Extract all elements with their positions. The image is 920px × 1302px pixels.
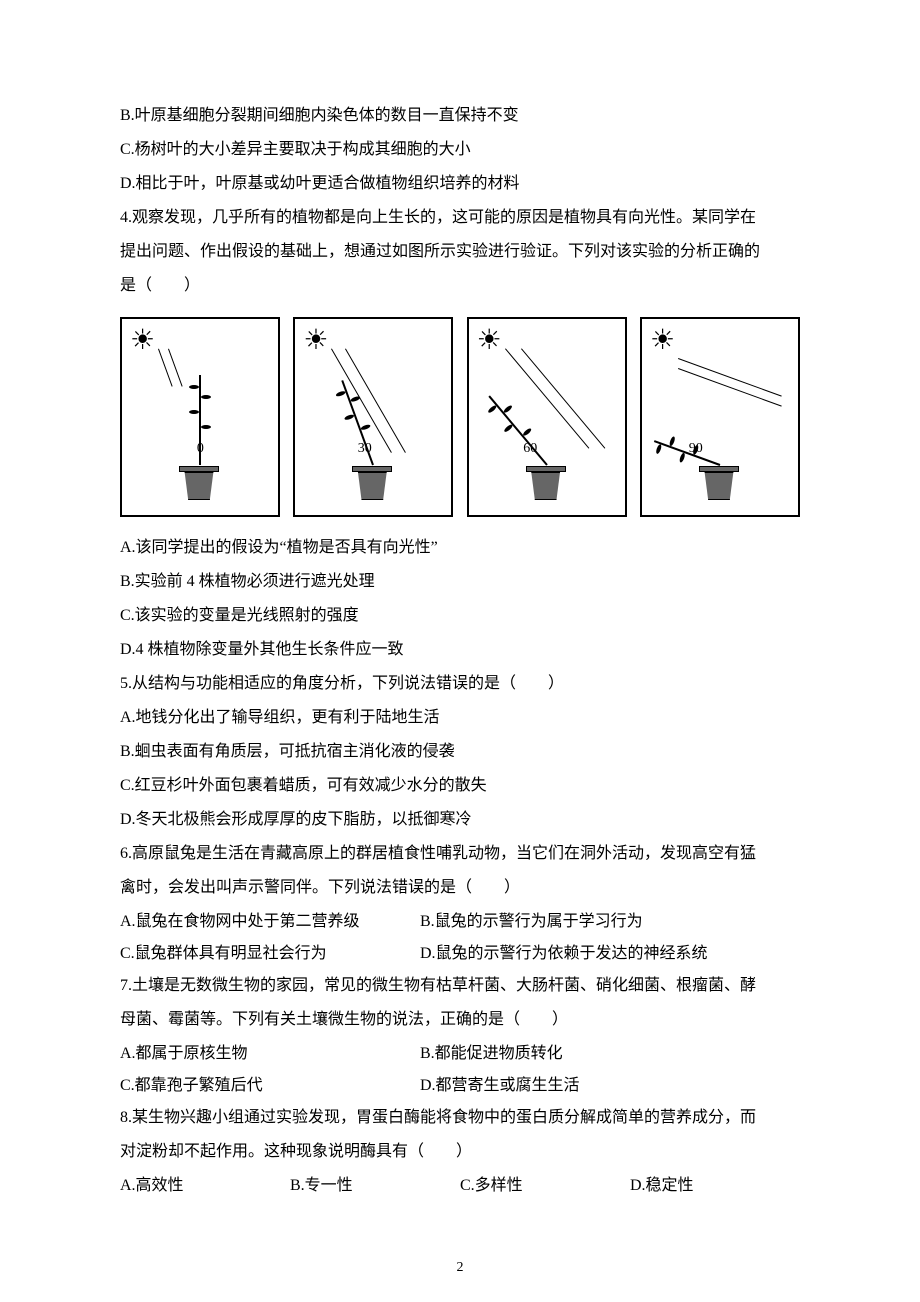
angle-label: 30 bbox=[358, 435, 372, 463]
light-ray bbox=[521, 348, 605, 448]
leaf-icon bbox=[502, 404, 512, 413]
leaf-icon bbox=[336, 390, 347, 397]
q5-option-d: D.冬天北极熊会形成厚厚的皮下脂肪，以抵御寒冷 bbox=[120, 804, 800, 836]
leaf-icon bbox=[201, 395, 211, 399]
q5-option-b: B.蛔虫表面有角质层，可抵抗宿主消化液的侵袭 bbox=[120, 736, 800, 768]
q6-stem-2: 禽时，会发出叫声示警同伴。下列说法错误的是（ ） bbox=[120, 872, 800, 904]
q6-option-b: B.鼠兔的示警行为属于学习行为 bbox=[420, 906, 643, 938]
q4-stem-2: 提出问题、作出假设的基础上，想通过如图所示实验进行验证。下列对该实验的分析正确的 bbox=[120, 236, 800, 268]
q5-stem: 5.从结构与功能相适应的角度分析，下列说法错误的是（ ） bbox=[120, 668, 800, 700]
leaf-icon bbox=[487, 404, 497, 413]
q7-option-a: A.都属于原核生物 bbox=[120, 1038, 420, 1070]
plant-pot bbox=[701, 466, 739, 500]
q6-stem-1: 6.高原鼠兔是生活在青藏高原上的群居植食性哺乳动物，当它们在洞外活动，发现高空有… bbox=[120, 838, 800, 870]
sun-icon: ☀ bbox=[650, 327, 675, 355]
leaf-icon bbox=[350, 395, 361, 402]
q5-option-c: C.红豆杉叶外面包裹着蜡质，可有效减少水分的散失 bbox=[120, 770, 800, 802]
sun-icon: ☀ bbox=[130, 327, 155, 355]
sun-icon: ☀ bbox=[303, 327, 328, 355]
leaf-icon bbox=[189, 410, 199, 414]
q6-option-c: C.鼠兔群体具有明显社会行为 bbox=[120, 938, 420, 970]
q3-option-d: D.相比于叶，叶原基或幼叶更适合做植物组织培养的材料 bbox=[120, 168, 800, 200]
plant-pot bbox=[181, 466, 219, 500]
q5-option-a: A.地钱分化出了输导组织，更有利于陆地生活 bbox=[120, 702, 800, 734]
q7-stem-2: 母菌、霉菌等。下列有关土壤微生物的说法，正确的是（ ） bbox=[120, 1004, 800, 1036]
q4-diagram-30: ☀ 30 bbox=[293, 317, 453, 517]
q4-diagrams: ☀ 0 ☀ 30 ☀ bbox=[120, 317, 800, 517]
q7-option-c: C.都靠孢子繁殖后代 bbox=[120, 1070, 420, 1102]
plant-pot bbox=[528, 466, 566, 500]
q4-diagram-0: ☀ 0 bbox=[120, 317, 280, 517]
angle-label: 90 bbox=[689, 435, 703, 463]
sun-icon: ☀ bbox=[477, 327, 502, 355]
leaf-icon bbox=[503, 424, 513, 433]
light-ray bbox=[505, 348, 589, 448]
angle-label: 60 bbox=[523, 435, 537, 463]
q8-option-c: C.多样性 bbox=[460, 1170, 630, 1202]
q4-option-b: B.实验前 4 株植物必须进行遮光处理 bbox=[120, 566, 800, 598]
light-ray bbox=[678, 358, 782, 397]
q3-option-c: C.杨树叶的大小差异主要取决于构成其细胞的大小 bbox=[120, 134, 800, 166]
angle-label: 0 bbox=[197, 435, 204, 463]
leaf-icon bbox=[679, 452, 686, 463]
plant-pot bbox=[354, 466, 392, 500]
q7-option-b: B.都能促进物质转化 bbox=[420, 1038, 563, 1070]
q6-option-a: A.鼠兔在食物网中处于第二营养级 bbox=[120, 906, 420, 938]
leaf-icon bbox=[344, 414, 355, 421]
q7-option-d: D.都营寄生或腐生生活 bbox=[420, 1070, 580, 1102]
q8-option-a: A.高效性 bbox=[120, 1170, 290, 1202]
leaf-icon bbox=[361, 424, 372, 431]
q4-stem-1: 4.观察发现，几乎所有的植物都是向上生长的，这可能的原因是植物具有向光性。某同学… bbox=[120, 202, 800, 234]
plant-stem bbox=[654, 440, 720, 466]
q4-option-c: C.该实验的变量是光线照射的强度 bbox=[120, 600, 800, 632]
leaf-icon bbox=[189, 385, 199, 389]
q8-option-d: D.稳定性 bbox=[630, 1170, 800, 1202]
light-ray bbox=[678, 368, 782, 407]
leaf-icon bbox=[201, 425, 211, 429]
q4-option-d: D.4 株植物除变量外其他生长条件应一致 bbox=[120, 634, 800, 666]
q6-option-d: D.鼠兔的示警行为依赖于发达的神经系统 bbox=[420, 938, 708, 970]
leaf-icon bbox=[655, 444, 662, 455]
q8-option-b: B.专一性 bbox=[290, 1170, 460, 1202]
q4-diagram-90: ☀ 90 bbox=[640, 317, 800, 517]
q8-stem-2: 对淀粉却不起作用。这种现象说明酶具有（ ） bbox=[120, 1136, 800, 1168]
q8-stem-1: 8.某生物兴趣小组通过实验发现，胃蛋白酶能将食物中的蛋白质分解成简单的营养成分，… bbox=[120, 1102, 800, 1134]
q4-option-a: A.该同学提出的假设为“植物是否具有向光性” bbox=[120, 532, 800, 564]
plant-stem bbox=[488, 395, 547, 465]
q7-stem-1: 7.土壤是无数微生物的家园，常见的微生物有枯草杆菌、大肠杆菌、硝化细菌、根瘤菌、… bbox=[120, 970, 800, 1002]
q3-option-b: B.叶原基细胞分裂期间细胞内染色体的数目一直保持不变 bbox=[120, 100, 800, 132]
q4-diagram-60: ☀ 60 bbox=[467, 317, 627, 517]
q4-stem-3: 是（ ） bbox=[120, 270, 800, 302]
page-number: 2 bbox=[457, 1254, 464, 1282]
leaf-icon bbox=[669, 436, 676, 447]
